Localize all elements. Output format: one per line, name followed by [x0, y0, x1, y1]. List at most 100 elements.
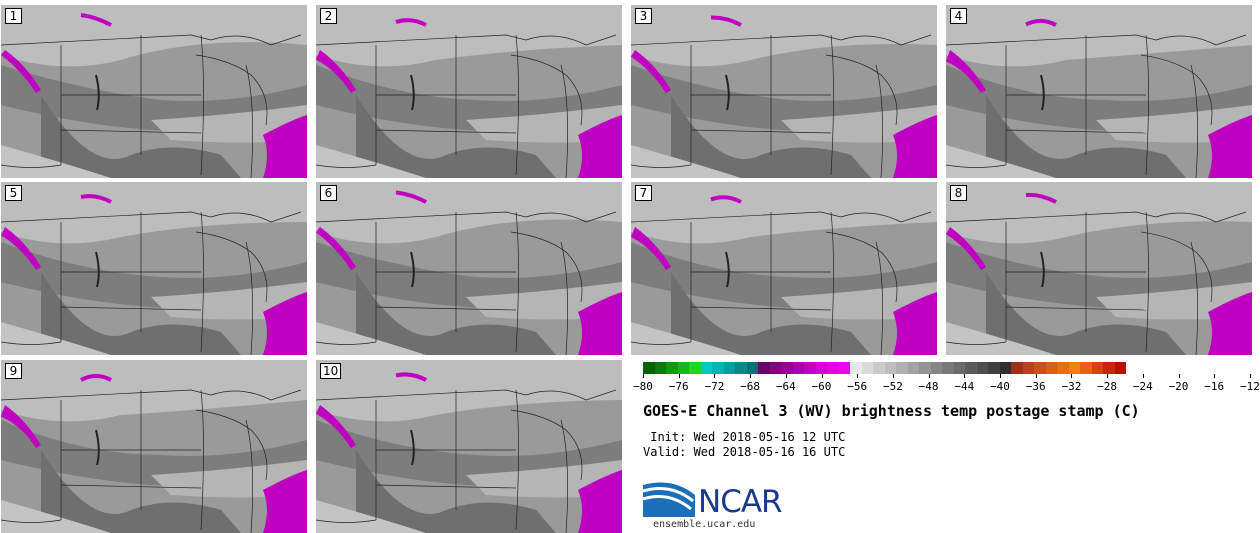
- colorbar-tick-mark: [928, 374, 930, 378]
- colorbar-tick-mark: [1178, 374, 1180, 378]
- colorbar-tick-mark: [821, 374, 823, 378]
- colorbar-tick-mark: [643, 374, 644, 378]
- map-panel-image: [316, 182, 622, 355]
- colorbar-tick-label: −16: [1204, 380, 1225, 393]
- colorbar-swatch: [700, 362, 712, 374]
- site-url: ensemble.ucar.edu: [653, 519, 756, 530]
- member-number: 9: [5, 363, 22, 379]
- colorbar-swatch: [999, 362, 1011, 374]
- colorbar-tick-label: −68: [740, 380, 761, 393]
- colorbar-tick-label: −12: [1239, 380, 1260, 393]
- valid-time: Valid: Wed 2018-05-16 16 UTC: [643, 445, 846, 459]
- colorbar-tick-label: −40: [990, 380, 1010, 393]
- colorbar-tick-label: −44: [954, 380, 975, 393]
- colorbar-swatch: [666, 362, 678, 374]
- colorbar-tick-label: −72: [704, 380, 725, 393]
- ncar-logo-icon: [643, 482, 695, 517]
- colorbar-swatch: [712, 362, 724, 374]
- colorbar-swatch: [815, 362, 827, 374]
- colorbar-tick-label: −48: [918, 380, 939, 393]
- colorbar: [643, 362, 1126, 374]
- map-panel-image: [631, 5, 937, 178]
- colorbar-swatch: [976, 362, 988, 374]
- colorbar-swatch: [1011, 362, 1023, 374]
- member-number: 5: [5, 185, 22, 201]
- init-time: Init: Wed 2018-05-16 12 UTC: [643, 430, 846, 444]
- member-number: 10: [320, 363, 342, 379]
- colorbar-swatch: [677, 362, 689, 374]
- colorbar-tick-label: −20: [1168, 380, 1189, 393]
- colorbar-swatch: [953, 362, 965, 374]
- member-number: 7: [635, 185, 652, 201]
- colorbar-swatch: [758, 362, 770, 374]
- colorbar-tick-mark: [1000, 374, 1001, 378]
- colorbar-swatch: [781, 362, 793, 374]
- ensemble-member-panel: 4: [946, 5, 1252, 178]
- colorbar-tick-mark: [785, 374, 787, 378]
- colorbar-swatch: [746, 362, 758, 374]
- map-panel-image: [631, 182, 937, 355]
- colorbar-swatch: [988, 362, 1000, 374]
- colorbar-tick-label: −32: [1061, 380, 1082, 393]
- map-panel-image: [1, 5, 307, 178]
- colorbar-swatch: [838, 362, 850, 374]
- colorbar-swatch: [861, 362, 873, 374]
- colorbar-swatch: [1080, 362, 1092, 374]
- colorbar-swatch: [1045, 362, 1057, 374]
- colorbar-tick-mark: [857, 374, 859, 378]
- colorbar-tick-mark: [1035, 374, 1037, 378]
- ensemble-member-panel: 5: [1, 182, 307, 355]
- ensemble-member-panel: 9: [1, 360, 307, 533]
- colorbar-swatch: [1034, 362, 1046, 374]
- colorbar-swatch: [769, 362, 781, 374]
- colorbar-tick-mark: [1214, 374, 1216, 378]
- ensemble-member-panel: 2: [316, 5, 622, 178]
- colorbar-swatch: [735, 362, 747, 374]
- colorbar-swatch: [942, 362, 954, 374]
- colorbar-swatch: [919, 362, 931, 374]
- colorbar-tick-mark: [714, 374, 716, 378]
- colorbar-tick-label: −36: [1025, 380, 1046, 393]
- colorbar-swatch: [850, 362, 862, 374]
- ensemble-member-panel: 7: [631, 182, 937, 355]
- ensemble-member-panel: 8: [946, 182, 1252, 355]
- colorbar-tick-label: −60: [811, 380, 832, 393]
- colorbar-tick-label: −52: [882, 380, 903, 393]
- colorbar-tick-label: −64: [775, 380, 796, 393]
- colorbar-swatch: [1114, 362, 1126, 374]
- colorbar-swatch: [1068, 362, 1080, 374]
- ensemble-member-panel: 10: [316, 360, 622, 533]
- colorbar-swatch: [884, 362, 896, 374]
- member-number: 1: [5, 8, 22, 24]
- member-number: 8: [950, 185, 967, 201]
- map-panel-image: [946, 5, 1252, 178]
- colorbar-tick-label: −56: [847, 380, 868, 393]
- map-panel-image: [1, 182, 307, 355]
- map-panel-image: [316, 5, 622, 178]
- colorbar-tick-label: −80: [633, 380, 653, 393]
- map-panel-image: [1, 360, 307, 533]
- colorbar-tick-label: −24: [1132, 380, 1153, 393]
- colorbar-swatch: [896, 362, 908, 374]
- colorbar-swatch: [873, 362, 885, 374]
- colorbar-swatch: [1022, 362, 1034, 374]
- colorbar-swatch: [1103, 362, 1115, 374]
- colorbar-swatch: [723, 362, 735, 374]
- map-panel-image: [946, 182, 1252, 355]
- map-panel-image: [316, 360, 622, 533]
- colorbar-swatch: [689, 362, 701, 374]
- colorbar-tick-label: −28: [1097, 380, 1118, 393]
- ensemble-member-panel: 6: [316, 182, 622, 355]
- ensemble-member-panel: 3: [631, 5, 937, 178]
- logo-text: NCAR: [698, 484, 783, 520]
- colorbar-swatch: [907, 362, 919, 374]
- colorbar-swatch: [654, 362, 666, 374]
- colorbar-tick-mark: [1071, 374, 1073, 378]
- colorbar-swatch: [804, 362, 816, 374]
- product-title: GOES-E Channel 3 (WV) brightness temp po…: [643, 402, 1140, 420]
- colorbar-swatch: [792, 362, 804, 374]
- colorbar-tick-mark: [1249, 374, 1251, 378]
- colorbar-tick-label: −76: [668, 380, 689, 393]
- ensemble-member-panel: 1: [1, 5, 307, 178]
- colorbar-tick-mark: [964, 374, 966, 378]
